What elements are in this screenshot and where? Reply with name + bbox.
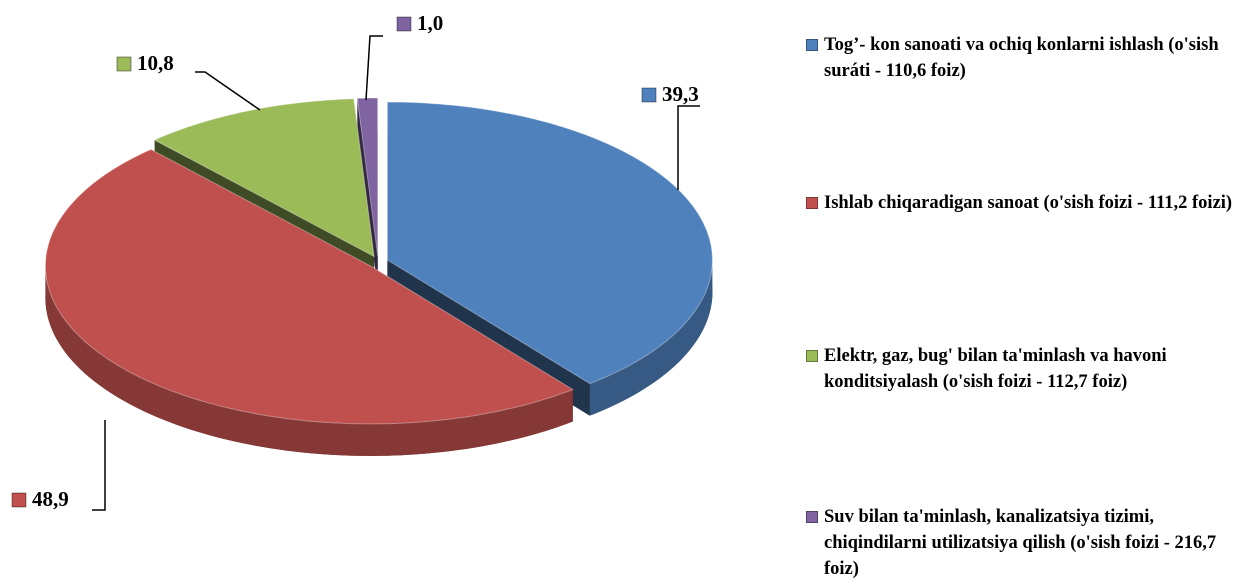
legend-swatch bbox=[806, 197, 818, 209]
leader-line bbox=[677, 105, 700, 190]
label-swatch bbox=[641, 87, 657, 103]
data-label: 48,9 bbox=[32, 487, 69, 511]
legend-label: Suv bilan ta'minlash, kanalizatsiya tizi… bbox=[824, 507, 1217, 579]
label-swatch bbox=[396, 16, 412, 32]
legend-item: Ishlab chiqaradigan sanoat (o'sish foizi… bbox=[806, 190, 1241, 216]
legend-label: Ishlab chiqaradigan sanoat (o'sish foizi… bbox=[824, 193, 1233, 213]
leader-line bbox=[195, 71, 261, 111]
legend-swatch bbox=[806, 511, 818, 523]
slice-side bbox=[357, 98, 378, 288]
slice bbox=[44, 148, 574, 425]
slice-rim bbox=[45, 265, 573, 456]
label-swatch bbox=[11, 492, 27, 508]
leader-line bbox=[92, 420, 106, 511]
slice bbox=[153, 98, 375, 258]
label-swatch bbox=[116, 56, 132, 72]
data-label: 10,8 bbox=[137, 51, 174, 75]
legend-item: Elektr, gaz, bug' bilan ta'minlash va ha… bbox=[806, 343, 1241, 395]
legend-label: Tog’- kon sanoati va ochiq konlarni ishl… bbox=[824, 35, 1219, 81]
leader-line bbox=[365, 35, 383, 101]
legend-item: Suv bilan ta'minlash, kanalizatsiya tizi… bbox=[806, 504, 1241, 582]
legend-swatch bbox=[806, 350, 818, 362]
chart: 39,3 48,9 10,8 1,0 bbox=[11, 11, 713, 511]
legend-item: Tog’- kon sanoati va ochiq konlarni ishl… bbox=[806, 32, 1241, 84]
data-label: 1,0 bbox=[417, 11, 443, 35]
data-label: 39,3 bbox=[662, 82, 699, 106]
slice bbox=[356, 97, 379, 257]
legend-label: Elektr, gaz, bug' bilan ta'minlash va ha… bbox=[824, 346, 1167, 392]
slice-rim bbox=[589, 260, 713, 416]
slice bbox=[386, 101, 713, 385]
legend-swatch bbox=[806, 39, 818, 51]
